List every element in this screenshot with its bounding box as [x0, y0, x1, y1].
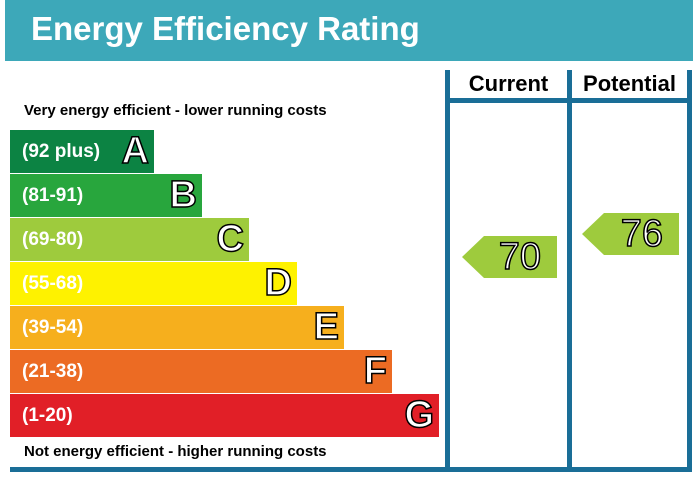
band-b: (81-91) B [10, 173, 202, 217]
band-range-label: (21-38) [22, 361, 84, 382]
rating-arrow-potential: 76 [582, 212, 679, 256]
band-g: (1-20) G [10, 393, 439, 437]
band-letter-label: F [363, 349, 388, 393]
rating-value: 70 [498, 235, 542, 279]
rating-value: 76 [620, 212, 664, 256]
bottom-caption: Not energy efficient - higher running co… [24, 443, 327, 460]
column-header-potential: Potential [583, 71, 676, 96]
column-header-current: Current [468, 71, 549, 96]
band-range-label: (1-20) [22, 405, 73, 426]
top-caption: Very energy efficient - lower running co… [24, 102, 327, 119]
arrow-shape [582, 213, 679, 255]
band-letter-label: B [169, 173, 198, 217]
band-letter-label: E [313, 305, 340, 349]
band-range-label: (39-54) [22, 317, 84, 338]
grid-line-left [445, 70, 450, 469]
grid-line-right [687, 70, 692, 469]
band-a: (92 plus) A [10, 129, 154, 173]
band-range-label: (81-91) [22, 185, 84, 206]
grid-line-bottom [10, 467, 692, 472]
page-title: Energy Efficiency Rating [31, 10, 420, 47]
header-bar: Energy Efficiency Rating [5, 0, 693, 61]
band-letter-label: A [121, 129, 150, 173]
band-d: (55-68) D [10, 261, 297, 305]
arrow-fill [582, 213, 679, 255]
arrow-shape [462, 236, 557, 278]
band-c: (69-80) C [10, 217, 249, 261]
grid-line-header [445, 98, 692, 103]
band-range-label: (55-68) [22, 273, 84, 294]
band-range-label: (69-80) [22, 229, 84, 250]
rating-arrow-current: 70 [462, 235, 557, 279]
band-f: (21-38) F [10, 349, 392, 393]
band-letter-label: C [216, 217, 245, 261]
band-e: (39-54) E [10, 305, 344, 349]
grid-line-middle [567, 70, 572, 469]
arrow-fill [462, 236, 557, 278]
band-letter-label: G [404, 393, 435, 437]
band-letter-label: D [264, 261, 293, 305]
band-range-label: (92 plus) [22, 141, 101, 162]
